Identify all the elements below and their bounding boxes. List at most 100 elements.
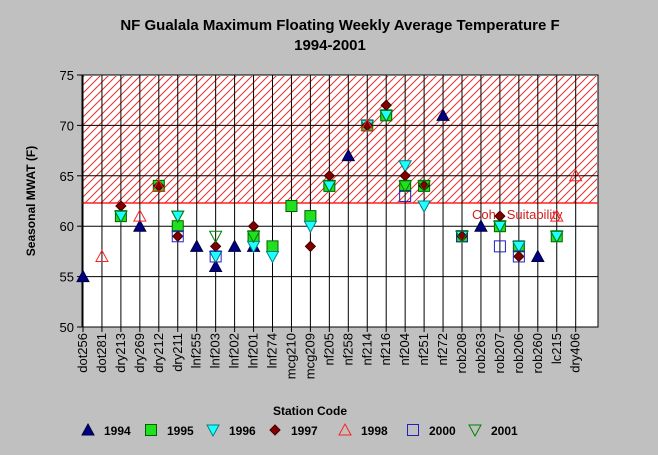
x-tick-label-lc215: lc215	[549, 333, 564, 364]
point-2001-nf216	[379, 109, 394, 123]
point-1995-lnf274	[266, 240, 279, 253]
x-tick-label-nf258: nf258	[340, 333, 355, 366]
point-1997-mcg209	[304, 240, 317, 253]
x-tick-label-lnf203: lnf203	[208, 333, 223, 368]
data-points	[76, 99, 583, 283]
point-1998-dry212	[151, 178, 166, 192]
x-tick-label-dot281: dot281	[94, 333, 109, 373]
point-2001-nf251	[417, 180, 431, 193]
legend-marker-1994	[81, 422, 95, 436]
legend-marker-2000	[407, 424, 419, 436]
legend: 1994 1995 1996 1997 1998 2000 2001	[81, 422, 518, 438]
point-2000-nf204	[399, 189, 412, 202]
point-2000-rob207	[493, 240, 506, 253]
legend-label-1994: 1994	[104, 424, 131, 438]
point-1995-mcg209	[304, 210, 317, 223]
point-2001-nf204	[398, 180, 412, 193]
point-1994-lnf255	[189, 239, 204, 252]
y-axis-label: Seasonal MWAT (F)	[24, 146, 38, 256]
x-tick-label-nf272: nf272	[435, 333, 450, 366]
y-tick-label-70: 70	[60, 118, 74, 133]
x-axis-ticks: dot256 dot281 dry213 dry269 dry212 dry211 lnf2…	[75, 327, 583, 379]
point-2001-rob207	[493, 220, 507, 234]
x-tick-label-nf216: nf216	[378, 333, 393, 366]
point-2001-lnf201	[246, 230, 261, 244]
point-2001-nf205	[322, 180, 337, 193]
point-2001-dry213	[114, 210, 128, 224]
x-tick-label-rob260: rob260	[530, 333, 545, 373]
x-tick-label-nf204: nf204	[397, 333, 412, 366]
x-tick-label-dry406: dry406	[568, 333, 583, 373]
gridlines	[82, 124, 598, 278]
point-2000-lnf203	[209, 250, 222, 263]
x-tick-label-dry211: dry211	[170, 333, 185, 372]
point-1994-nf258	[341, 148, 356, 162]
x-tick-label-nf205: nf205	[321, 333, 336, 366]
point-2001-rob208	[455, 230, 469, 244]
coho-suitability-band	[83, 76, 597, 204]
chart-subtitle: 1994-2001	[294, 37, 366, 54]
point-1996-nf204	[398, 160, 412, 173]
x-tick-label-dry213: dry213	[113, 333, 128, 373]
point-1998-dry269	[133, 209, 147, 222]
chart-title: NF Gualala Maximum Floating Weekly Avera…	[120, 17, 559, 34]
x-tick-label-nf214: nf214	[359, 333, 374, 366]
point-1994-rob260	[530, 249, 545, 262]
point-1994-rob263	[474, 219, 488, 232]
legend-label-1997: 1997	[291, 424, 318, 438]
x-tick-label-lnf255: lnf255	[189, 333, 204, 368]
point-2000-dry211	[171, 230, 184, 243]
legend-label-2001: 2001	[491, 424, 518, 438]
x-tick-label-rob207: rob207	[492, 333, 507, 373]
point-1994-lnf203	[208, 259, 223, 273]
legend-marker-1998	[338, 422, 352, 436]
point-1996-mcg209	[303, 220, 318, 234]
point-2000-rob206	[512, 250, 525, 263]
y-tick-label-55: 55	[60, 270, 74, 285]
x-tick-label-mcg210: mcg210	[283, 333, 298, 379]
x-tick-label-rob208: rob208	[454, 333, 469, 373]
x-tick-label-nf251: nf251	[416, 333, 431, 366]
point-1995-mcg210	[285, 200, 298, 213]
point-1994-dot256	[76, 269, 90, 283]
y-axis-ticks: 50 55 60 65 70 75	[60, 68, 82, 335]
x-tick-label-dot256: dot256	[75, 333, 90, 373]
x-tick-label-lnf274: lnf274	[265, 333, 280, 368]
y-tick-label-50: 50	[60, 320, 74, 335]
x-tick-label-dry269: dry269	[132, 333, 147, 373]
point-2001-dry211	[170, 210, 185, 224]
x-tick-label-mcg209: mcg209	[302, 333, 317, 379]
coho-suitability-label: Coho Suitability	[472, 207, 563, 222]
legend-label-2000: 2000	[429, 424, 456, 438]
legend-label-1998: 1998	[361, 424, 388, 438]
point-1994-nf272	[436, 108, 450, 121]
legend-label-1995: 1995	[167, 424, 194, 438]
y-tick-label-65: 65	[60, 169, 74, 184]
point-2001-lc215	[549, 230, 564, 244]
station-stems	[82, 75, 577, 327]
point-1998-dry406	[568, 168, 583, 182]
point-1994-lnf202	[227, 239, 242, 252]
legend-marker-2001	[468, 424, 482, 438]
point-1998-nf214	[360, 118, 375, 131]
y-tick-label-60: 60	[60, 219, 74, 234]
point-1998-dot281	[95, 249, 109, 262]
y-tick-label-75: 75	[60, 68, 74, 83]
point-1998-lc215	[549, 209, 564, 222]
x-tick-label-lnf201: lnf201	[246, 333, 261, 368]
point-1996-rob206	[512, 240, 526, 254]
legend-marker-1996	[206, 424, 220, 438]
point-1996-nf251	[417, 200, 431, 214]
point-1995-nf204	[399, 179, 412, 192]
point-2001-lnf203	[208, 230, 223, 244]
legend-marker-1997	[269, 424, 281, 436]
x-tick-label-lnf202: lnf202	[227, 333, 242, 368]
x-tick-label-rob206: rob206	[511, 333, 526, 373]
legend-marker-1995	[145, 424, 157, 436]
point-1995-lnf201	[247, 230, 260, 243]
x-tick-label-dry212: dry212	[151, 333, 166, 373]
legend-label-1996: 1996	[229, 424, 256, 438]
point-1996-lnf274	[265, 250, 280, 264]
x-axis-label: Station Code	[273, 404, 347, 418]
